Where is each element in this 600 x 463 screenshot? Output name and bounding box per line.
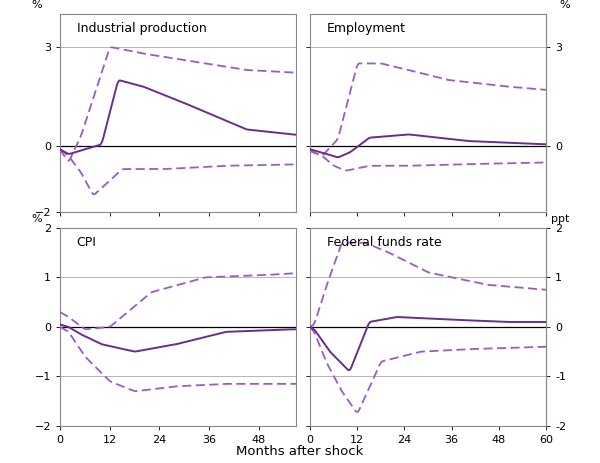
- Text: %: %: [32, 214, 43, 224]
- Text: %: %: [559, 0, 569, 10]
- Text: ppt: ppt: [551, 214, 569, 224]
- Text: Employment: Employment: [326, 22, 406, 35]
- Text: Months after shock: Months after shock: [236, 445, 364, 458]
- Text: CPI: CPI: [77, 236, 97, 249]
- Text: %: %: [32, 0, 43, 10]
- Text: Industrial production: Industrial production: [77, 22, 206, 35]
- Text: Federal funds rate: Federal funds rate: [326, 236, 441, 249]
